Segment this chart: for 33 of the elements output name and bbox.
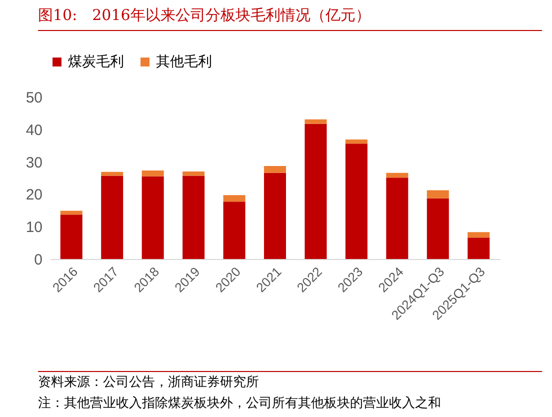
legend-label: 其他毛利 [156, 54, 212, 70]
y-tick-label: 0 [34, 252, 42, 268]
bar [182, 172, 205, 176]
y-tick-label: 40 [26, 122, 42, 139]
bar [182, 176, 205, 259]
bar [223, 195, 246, 202]
bar [142, 170, 164, 176]
bar [101, 172, 124, 176]
y-tick-label: 10 [26, 219, 42, 236]
y-tick-label: 20 [26, 186, 42, 204]
text: 资料来源：公司公告，浙商证券研究所 [38, 374, 260, 392]
legend-label: 煤炭毛利 [68, 54, 124, 70]
bar [345, 139, 368, 144]
bar [386, 172, 408, 178]
bar [468, 238, 490, 259]
bar [60, 210, 82, 215]
bar [426, 190, 449, 198]
bar [345, 144, 368, 259]
bar [60, 214, 82, 259]
y-tick-label: 30 [26, 154, 42, 172]
bar [468, 232, 490, 238]
bar [304, 119, 327, 124]
y-tick-label: 50 [26, 90, 42, 106]
text: 注：其他营业收入指除煤炭板块外，公司所有其他板块的营业收入之和 [38, 395, 441, 413]
chart-title: 图10: 2016年以来公司分板块毛利情况（亿元） [38, 6, 370, 25]
bar [264, 172, 286, 259]
bar [223, 202, 246, 259]
bar [264, 166, 286, 173]
bar [426, 198, 449, 259]
bar [142, 176, 164, 259]
bar [386, 178, 408, 259]
bar [101, 176, 124, 259]
bar [304, 124, 327, 259]
